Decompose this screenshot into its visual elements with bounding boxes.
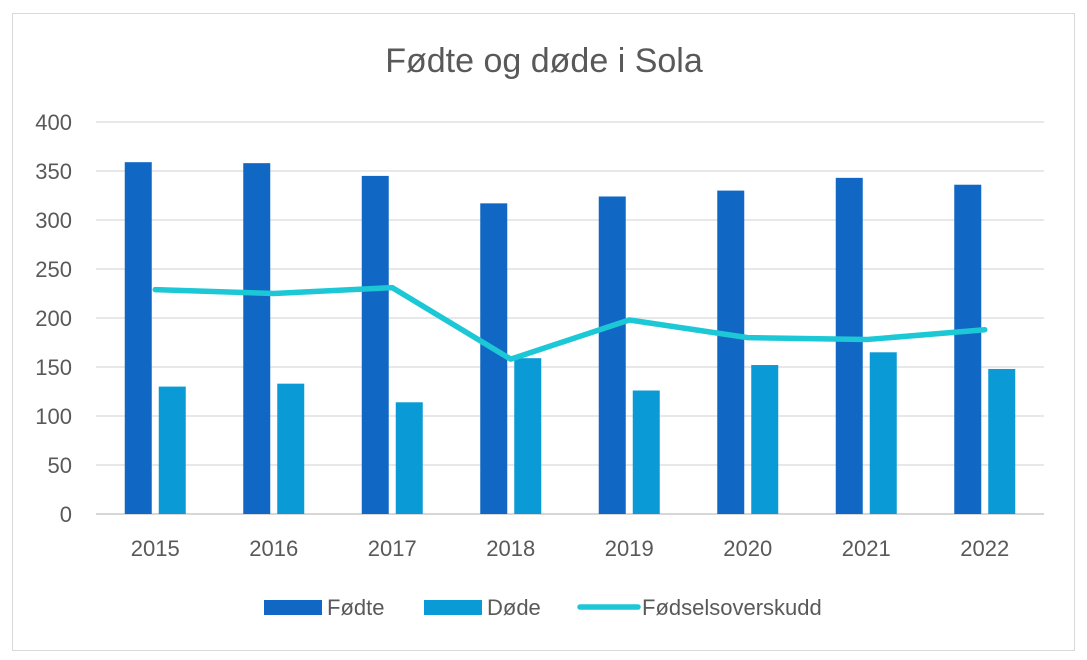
legend-fødselsoverskudd-label: Fødselsoverskudd	[642, 595, 822, 620]
y-tick-label: 400	[35, 110, 72, 135]
bar-døde-2018	[514, 358, 542, 514]
x-tick-label: 2018	[486, 536, 535, 561]
line-fodselsoverskudd	[152, 284, 988, 362]
bar-døde-2022	[988, 368, 1016, 514]
bars	[124, 162, 1016, 515]
bar-døde-2015	[158, 386, 186, 514]
legend: Fødte Døde Fødselsoverskudd	[264, 595, 822, 620]
x-tick-label: 2019	[605, 536, 654, 561]
legend-fødte-swatch	[264, 600, 322, 615]
y-tick-label: 250	[35, 257, 72, 282]
legend-døde-swatch	[424, 600, 482, 615]
y-tick-label: 150	[35, 355, 72, 380]
bar-fødte-2016	[243, 163, 271, 514]
bar-fødte-2020	[717, 190, 745, 514]
bar-døde-2019	[632, 390, 660, 514]
y-axis-ticks: 0 50 100 150 200 250 300 350 400	[35, 110, 72, 527]
y-tick-label: 0	[60, 502, 72, 527]
bar-fødte-2021	[835, 177, 863, 515]
legend-fødte-label: Fødte	[327, 595, 384, 620]
bar-døde-2017	[395, 402, 423, 514]
bar-fødte-2022	[954, 184, 982, 514]
y-tick-label: 200	[35, 306, 72, 331]
x-tick-label: 2022	[960, 536, 1009, 561]
x-tick-label: 2017	[368, 536, 417, 561]
bar-døde-2021	[869, 352, 897, 514]
y-tick-label: 350	[35, 159, 72, 184]
bar-døde-2016	[277, 383, 305, 514]
y-tick-label: 100	[35, 404, 72, 429]
bar-døde-2020	[751, 365, 779, 514]
chart-frame	[12, 13, 1075, 651]
y-tick-label: 300	[35, 208, 72, 233]
x-tick-label: 2020	[723, 536, 772, 561]
y-tick-label: 50	[48, 453, 72, 478]
bar-fødte-2019	[598, 196, 626, 515]
legend-døde-label: Døde	[487, 595, 541, 620]
bar-fødte-2015	[124, 162, 152, 514]
x-tick-label: 2021	[842, 536, 891, 561]
chart-title: Fødte og døde i Sola	[385, 42, 703, 80]
bar-fødte-2018	[480, 203, 508, 514]
bar-fødte-2017	[361, 175, 389, 514]
line-series	[152, 284, 988, 362]
x-tick-label: 2015	[131, 536, 180, 561]
x-axis-ticks: 2015 2016 2017 2018 2019 2020 2021 2022	[131, 536, 1009, 561]
x-tick-label: 2016	[249, 536, 298, 561]
gridlines	[96, 121, 1044, 515]
